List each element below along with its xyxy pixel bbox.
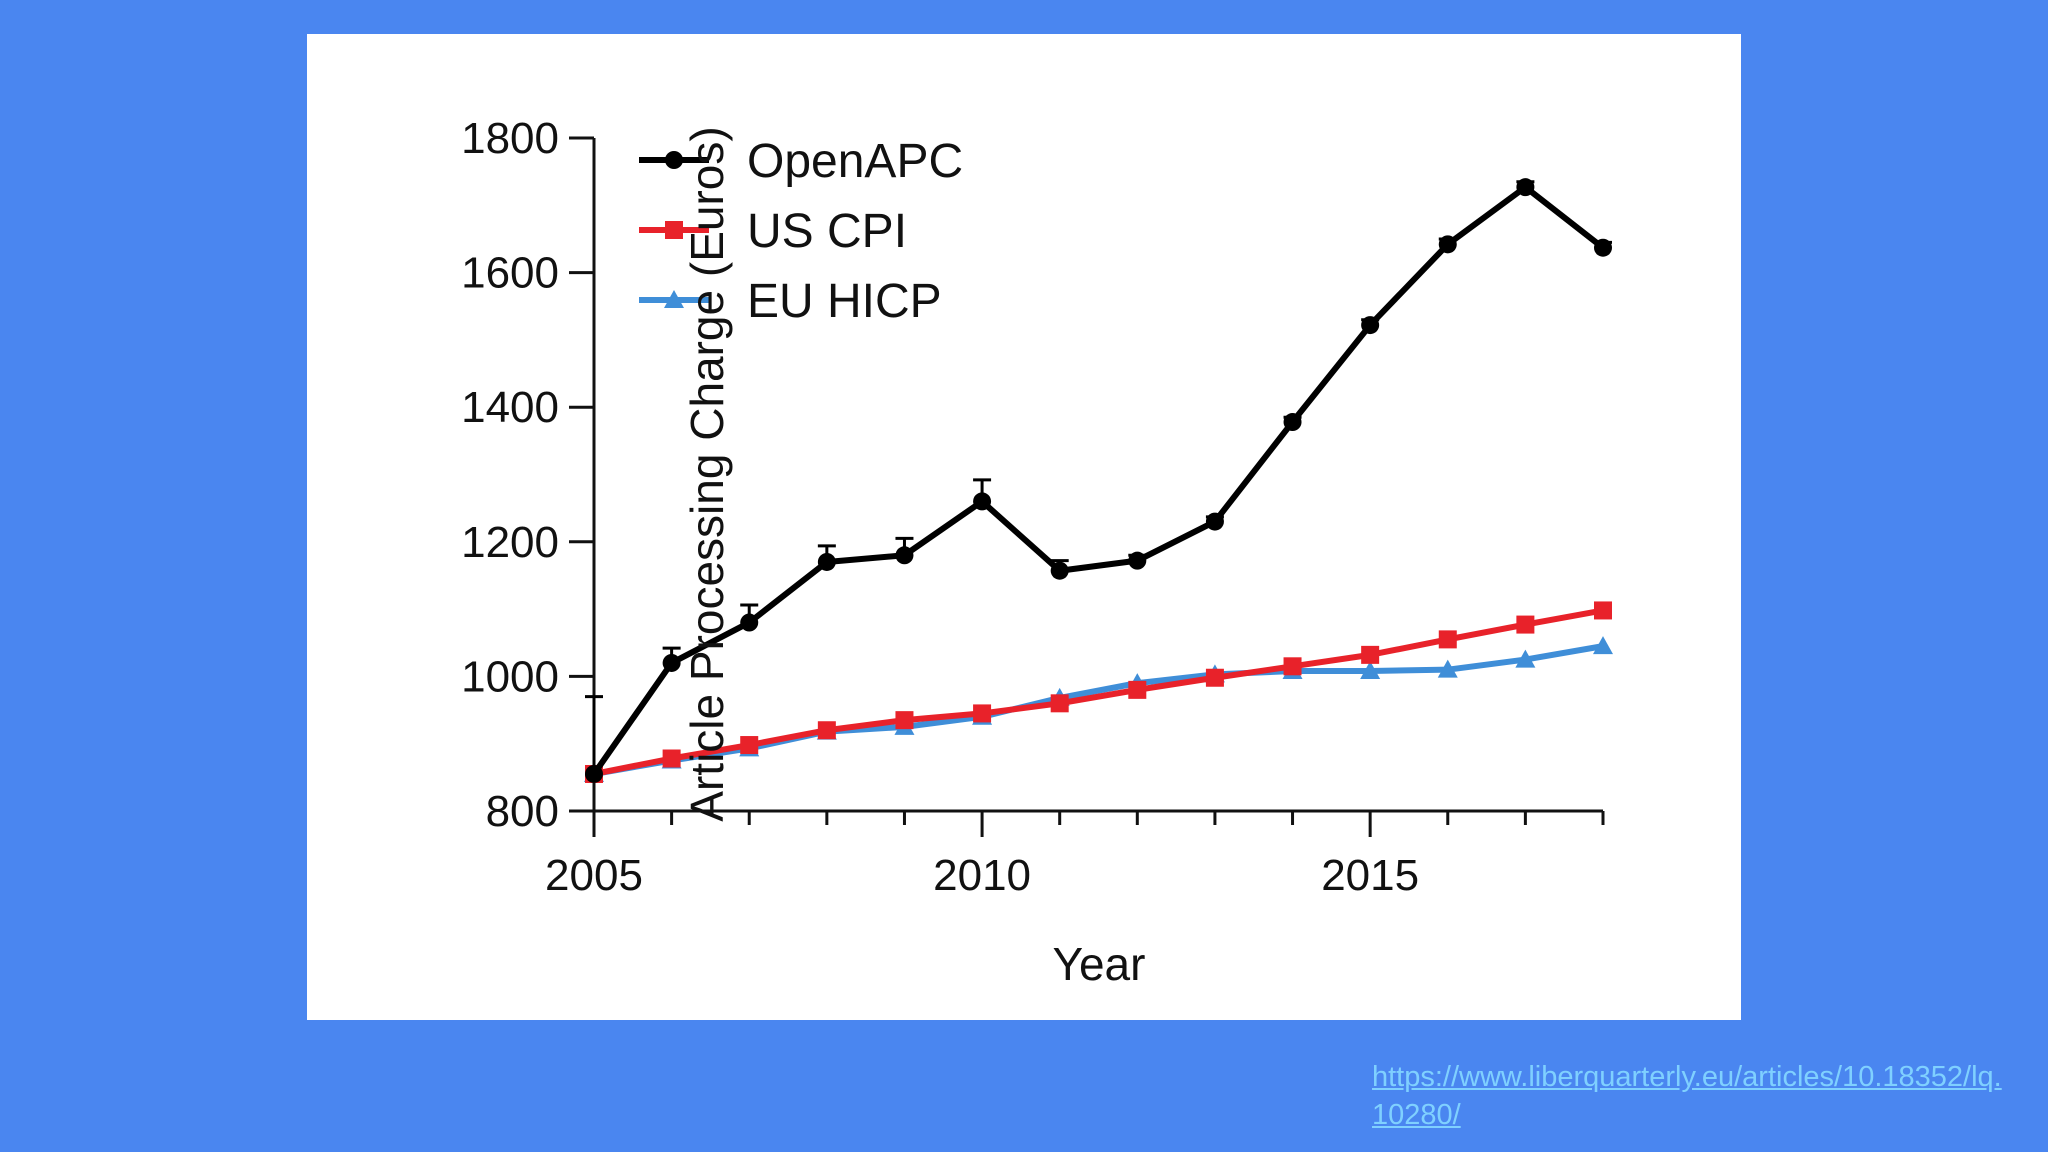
y-tick-label-1400: 1400 bbox=[461, 383, 559, 432]
point-us-cpi-2012 bbox=[1128, 680, 1147, 699]
point-openapc-2016 bbox=[1438, 235, 1457, 254]
axes: 800 1000 1200 1400 1600 1800 2005 2010 2015 bbox=[461, 114, 1605, 900]
point-openapc-2018 bbox=[1594, 238, 1612, 257]
point-openapc-2017 bbox=[1516, 178, 1535, 197]
x-tick-label-2015: 2015 bbox=[1321, 851, 1419, 900]
x-tick-label-2005: 2005 bbox=[545, 851, 643, 900]
point-us-cpi-2017 bbox=[1516, 615, 1535, 634]
legend-label-openapc: OpenAPC bbox=[747, 135, 963, 188]
point-eu-hicp-2018 bbox=[1593, 636, 1613, 655]
y-tick-label-800: 800 bbox=[486, 787, 559, 836]
point-openapc-2010 bbox=[973, 492, 992, 511]
point-openapc-2007 bbox=[740, 613, 759, 632]
point-eu-hicp-2017 bbox=[1515, 649, 1536, 668]
point-openapc-2014 bbox=[1283, 413, 1302, 432]
point-us-cpi-2016 bbox=[1438, 630, 1457, 649]
line-chart: 800 1000 1200 1400 1600 1800 2005 2010 2015 Open… bbox=[461, 114, 1613, 990]
point-us-cpi-2008 bbox=[817, 721, 836, 740]
point-us-cpi-2014 bbox=[1283, 657, 1302, 676]
legend-item-openapc: OpenAPC bbox=[639, 135, 963, 188]
point-us-cpi-2010 bbox=[973, 704, 992, 723]
legend-marker-us-cpi bbox=[665, 221, 683, 239]
point-us-cpi-2011 bbox=[1050, 694, 1069, 713]
y-tick-label-1600: 1600 bbox=[461, 249, 559, 298]
x-tick-label-2010: 2010 bbox=[933, 851, 1031, 900]
point-us-cpi-2006 bbox=[662, 749, 681, 768]
legend-item-eu-hicp: EU HICP bbox=[639, 275, 942, 328]
point-openapc-2008 bbox=[817, 552, 836, 571]
point-us-cpi-2013 bbox=[1205, 668, 1224, 687]
y-tick-label-1800: 1800 bbox=[461, 114, 559, 163]
x-axis-title: Year bbox=[1053, 938, 1146, 990]
point-us-cpi-2018 bbox=[1594, 601, 1612, 620]
chart-panel: 800 1000 1200 1400 1600 1800 2005 2010 2015 Open… bbox=[307, 34, 1741, 1020]
point-openapc-2009 bbox=[895, 546, 914, 565]
point-eu-hicp-2015 bbox=[1360, 661, 1381, 680]
point-us-cpi-2007 bbox=[740, 736, 759, 755]
legend-label-us-cpi: US CPI bbox=[747, 205, 907, 258]
y-axis-title: Article Processing Charge (Euros) bbox=[681, 126, 733, 821]
line-us-cpi bbox=[593, 607, 1604, 777]
legend: OpenAPC US CPI EU HICP bbox=[639, 135, 963, 328]
source-link[interactable]: https://www.liberquarterly.eu/articles/1… bbox=[1372, 1061, 2002, 1131]
point-eu-hicp-2016 bbox=[1437, 659, 1458, 678]
series-layer bbox=[584, 178, 1613, 783]
point-us-cpi-2015 bbox=[1361, 645, 1380, 664]
point-openapc-2006 bbox=[662, 653, 681, 672]
point-openapc-2011 bbox=[1050, 561, 1069, 580]
series-eu-hicp bbox=[584, 636, 1613, 782]
legend-marker-openapc bbox=[665, 151, 683, 169]
legend-item-us-cpi: US CPI bbox=[639, 205, 907, 258]
point-openapc-2005 bbox=[585, 764, 603, 783]
point-openapc-2012 bbox=[1128, 551, 1147, 570]
legend-label-eu-hicp: EU HICP bbox=[747, 275, 942, 328]
point-us-cpi-2009 bbox=[895, 711, 914, 730]
legend-marker-eu-hicp bbox=[664, 290, 684, 308]
y-tick-label-1200: 1200 bbox=[461, 518, 559, 567]
point-openapc-2013 bbox=[1205, 512, 1224, 531]
series-openapc bbox=[585, 178, 1612, 783]
y-tick-label-1000: 1000 bbox=[461, 652, 559, 701]
point-openapc-2015 bbox=[1361, 316, 1380, 335]
line-openapc bbox=[591, 184, 1605, 776]
